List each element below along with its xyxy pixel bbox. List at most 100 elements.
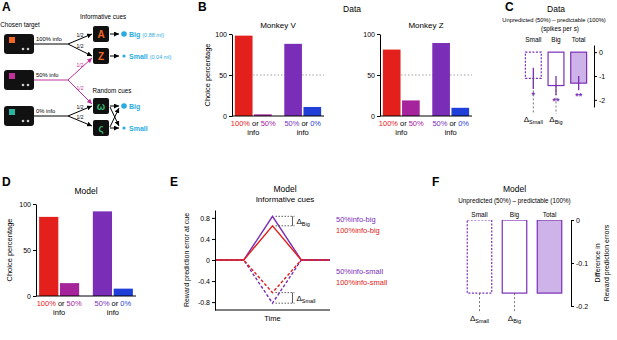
row-label: 0% info	[36, 108, 55, 114]
y-tick-mark	[212, 302, 215, 303]
title: Model	[74, 186, 97, 196]
outcome-amount: (0.88 ml)	[142, 32, 164, 38]
category-label: 100%	[231, 119, 251, 128]
bar	[235, 36, 253, 116]
delta-guide	[276, 292, 295, 293]
delta-guide	[533, 78, 534, 114]
probability: 1/2	[77, 85, 84, 91]
arrow	[110, 34, 119, 35]
delta-subscript: Big	[513, 318, 521, 324]
y-axis: 050100	[215, 31, 232, 120]
delta-label: ΔSmall	[297, 294, 316, 304]
category-label: 50%	[67, 299, 82, 308]
bar-chart: 050100100%or50%info50%or0%info	[363, 31, 472, 137]
delta-span	[292, 293, 293, 304]
bar	[383, 50, 401, 116]
series-line	[215, 260, 330, 303]
fixation	[22, 48, 25, 51]
y-tick-label: -2	[599, 97, 605, 104]
series-line	[215, 260, 330, 293]
category-label: Total	[572, 36, 586, 43]
title: Model	[503, 184, 526, 194]
category-label-group: 100%or50%	[379, 119, 424, 128]
y-axis: 0 50 100	[363, 31, 380, 120]
outcome-word: Big	[129, 103, 140, 111]
panel-label: C	[505, 0, 514, 14]
label: Random cues	[93, 87, 132, 94]
group-label: info	[107, 308, 119, 317]
arrow	[68, 44, 92, 56]
bar	[114, 289, 133, 296]
y-tick: 0	[206, 257, 215, 264]
category-label: 100%	[379, 119, 399, 128]
subtitle: Unpredicted (50%) – predictable (100%)	[458, 197, 570, 205]
y-tick-mark	[33, 204, 36, 205]
y-tick-mark	[377, 75, 380, 76]
y-tick-label: 100	[215, 31, 227, 38]
y-tick: 50	[367, 72, 380, 79]
category-label: 50%	[284, 119, 299, 128]
screen	[4, 34, 34, 54]
y-tick-mark	[571, 306, 574, 307]
arrow	[68, 58, 92, 80]
y-tick: -1	[594, 73, 605, 80]
y-tick-label: 0	[371, 113, 375, 120]
y-tick: 100	[363, 31, 380, 38]
y-tick-mark	[229, 34, 232, 35]
y-tick-label: 100	[363, 31, 375, 38]
screen	[4, 70, 34, 90]
x-axis-line	[380, 116, 472, 117]
bar	[537, 220, 562, 293]
y-tick: 50	[23, 247, 36, 254]
bar-chart: 0-1-2SmallBigTotal*****ΔSmallΔBig	[524, 36, 606, 125]
legend-label: 50%info-big	[336, 215, 376, 224]
row-label: 50% info	[36, 72, 59, 78]
y-tick-label: 100	[19, 201, 31, 208]
outcome-word: Big	[129, 31, 140, 39]
panel-label: F	[432, 175, 439, 189]
group-label: info	[395, 128, 407, 137]
drop	[121, 31, 127, 37]
error-bar	[533, 68, 534, 89]
y-tick-label: 50	[23, 247, 31, 254]
cue-symbol: Z	[98, 51, 104, 62]
y-tick-mark	[571, 220, 574, 221]
y-axis-title: (spikes per s)	[541, 25, 579, 33]
y-tick-mark	[571, 263, 574, 264]
arrow-stem	[34, 116, 68, 117]
y-tick-label: 0	[27, 293, 31, 300]
y-axis: 0-1-2	[594, 46, 605, 108]
bar	[451, 108, 469, 116]
joiner: or	[252, 119, 259, 128]
bar	[303, 107, 321, 116]
bar	[402, 100, 420, 116]
bars	[383, 43, 469, 116]
outcome: Small	[129, 125, 148, 132]
bar	[467, 220, 492, 293]
bar-chart: 050100100%or50%info50%or0%info	[19, 201, 136, 317]
category-label: Big	[510, 211, 520, 219]
probability: 1/2	[77, 43, 84, 49]
bar	[60, 283, 79, 296]
series-line	[215, 226, 330, 260]
outcome: Small(0.04 ml)	[129, 53, 172, 60]
delta-guide	[276, 225, 295, 226]
bars	[235, 36, 321, 116]
delta-guide	[276, 216, 295, 217]
significance: **	[575, 91, 583, 101]
category-label: 50%	[261, 119, 276, 128]
panel-label: B	[198, 0, 207, 14]
delta-guide	[276, 303, 295, 304]
cue-box	[93, 48, 109, 64]
y-tick: -0.4	[198, 278, 215, 285]
title: Data	[343, 4, 361, 14]
y-tick: 0	[571, 217, 580, 224]
delta-label: ΔSmall	[470, 314, 489, 324]
y-axis-title: Difference in	[594, 243, 601, 282]
row-label: 100% info	[36, 36, 62, 42]
target	[9, 73, 15, 79]
y-tick-mark	[594, 100, 597, 101]
delta-bracket: ΔSmall	[276, 293, 316, 304]
y-tick-mark	[212, 281, 215, 282]
y-axis-line	[36, 205, 37, 297]
